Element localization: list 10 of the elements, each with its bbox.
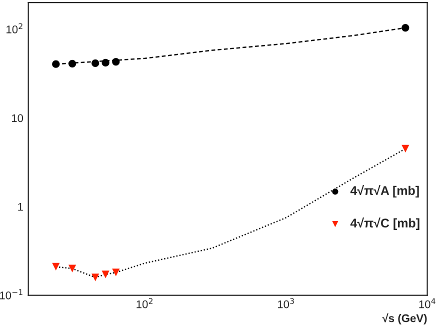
x-tick-label: 10$^{2}$ (136, 298, 152, 308)
x-tick-label: 10$^{4}$ (419, 298, 436, 308)
legend-label: 4√π√A [mb] (350, 185, 419, 198)
y-tick-label: 1 (18, 203, 23, 211)
y-tick-label: 10$^{2}$ (6, 23, 22, 34)
legend-label: 4√π√C [mb] (350, 217, 420, 230)
y-tick-label: 10$^{−1}$ (0, 289, 22, 300)
y-tick-label: 10 (12, 114, 24, 122)
x-axis-title: √s (GeV) (382, 313, 427, 324)
x-tick-label: 10$^{3}$ (278, 298, 294, 308)
